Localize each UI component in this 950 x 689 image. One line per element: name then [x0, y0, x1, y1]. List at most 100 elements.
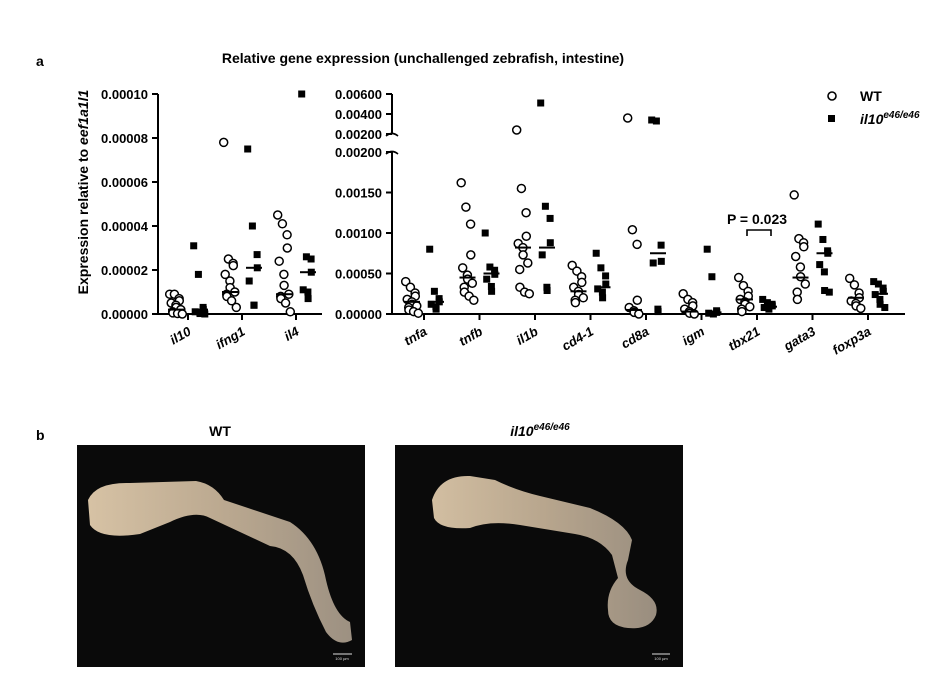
right-points [400, 99, 889, 319]
data-point-mutant [879, 287, 887, 295]
data-point-mutant [426, 245, 434, 253]
data-point-mutant [190, 242, 198, 250]
data-point-mutant [196, 310, 204, 318]
x-tick-label: il4 [281, 323, 302, 344]
data-point-mutant [709, 310, 717, 318]
data-point-mutant [299, 286, 307, 294]
data-point-mutant [599, 294, 607, 302]
data-point-wt [279, 280, 289, 291]
data-point-mutant [248, 222, 256, 230]
data-point-wt [228, 260, 239, 271]
data-point-mutant [870, 278, 878, 286]
data-point-wt [627, 225, 638, 235]
data-point-wt [466, 250, 476, 260]
x-tick-label: il1b [514, 324, 541, 348]
data-point-wt [461, 202, 471, 212]
data-point-wt [789, 190, 799, 200]
panel-a-title: Relative gene expression (unchallenged z… [222, 50, 624, 66]
legend-mutant-base: il10 [860, 111, 884, 127]
data-point-wt [799, 242, 809, 252]
data-point-mutant [592, 249, 600, 257]
data-point-mutant [491, 266, 499, 274]
photo-mutant: 100 µm [395, 445, 683, 667]
data-point-mutant [537, 99, 545, 107]
photo-wt-scale-text: 100 µm [335, 656, 349, 661]
data-point-wt [285, 307, 296, 317]
data-point-mutant [541, 202, 549, 210]
legend-mutant-sup: e46/e46 [883, 110, 920, 121]
data-point-mutant [654, 308, 662, 316]
intestine-wt-tissue [88, 481, 352, 643]
y-tick-label: 0.00600 [335, 87, 382, 102]
data-point-mutant [820, 268, 828, 276]
y-tick-label: 0.00200 [335, 145, 382, 160]
data-point-wt [511, 125, 522, 135]
data-point-wt [634, 309, 644, 319]
data-point-mutant [488, 287, 496, 295]
data-point-mutant [703, 245, 711, 253]
x-tick-label: igm [679, 323, 707, 348]
x-tick-label: il10 [167, 323, 194, 347]
data-point-wt [745, 301, 755, 312]
data-point-mutant [657, 241, 665, 249]
data-point-wt [220, 269, 230, 280]
data-point-mutant [602, 280, 610, 288]
data-point-wt [521, 208, 531, 218]
data-point-mutant [546, 214, 554, 222]
data-point-wt [514, 264, 525, 275]
y-tick-label: 0.00008 [101, 131, 148, 146]
data-point-wt [272, 210, 283, 220]
data-point-mutant [481, 229, 489, 237]
y-tick-label: 0.00000 [101, 307, 148, 322]
left-x-ticks: il10 ifng1 il4 [167, 314, 302, 352]
y-tick-label: 0.00000 [335, 307, 382, 322]
data-point-wt [856, 303, 866, 314]
legend-mutant-label: il10e46/e46 [860, 110, 920, 127]
y-axis-label-prefix: Expression relative to [75, 145, 91, 294]
data-point-wt [733, 272, 744, 283]
data-point-wt [849, 280, 860, 290]
y-axis-label-gene: eef1a1l1 [75, 89, 91, 144]
data-point-wt [790, 251, 801, 262]
photo-right-caption-base: il10 [510, 423, 534, 439]
data-point-mutant [250, 301, 258, 309]
data-point-mutant [874, 280, 882, 288]
y-tick-label: 0.00400 [335, 107, 382, 122]
data-point-mutant [881, 304, 889, 312]
data-point-mutant [298, 90, 306, 98]
data-point-wt [622, 113, 633, 123]
data-point-wt [518, 250, 528, 260]
data-point-mutant [486, 263, 494, 271]
data-point-mutant [304, 295, 312, 303]
data-point-wt [226, 296, 237, 306]
data-point-mutant [244, 145, 252, 153]
data-point-mutant [304, 288, 312, 296]
data-point-mutant [245, 277, 253, 285]
data-point-wt [457, 263, 468, 273]
y-tick-label: 0.00200 [335, 127, 382, 142]
data-point-wt [795, 262, 806, 272]
data-point-wt [465, 219, 476, 229]
y-tick-label: 0.00100 [335, 226, 382, 241]
legend-mutant-marker [828, 115, 835, 122]
data-point-wt [523, 258, 533, 268]
panel-b-label: b [36, 427, 45, 443]
data-point-mutant [649, 259, 657, 267]
x-tick-label: cd4-1 [559, 324, 596, 354]
p-value-bracket [746, 229, 772, 236]
photo-right-caption-sup: e46/e46 [534, 422, 571, 433]
data-point-wt [280, 298, 291, 308]
data-point-wt [578, 293, 589, 303]
data-point-wt [456, 178, 466, 188]
photo-wt-background [77, 445, 365, 667]
data-point-mutant [657, 257, 665, 265]
data-point-mutant [191, 308, 199, 316]
data-point-wt [231, 302, 242, 313]
data-point-mutant [543, 287, 551, 295]
data-point-wt [737, 306, 747, 317]
data-point-mutant [427, 300, 435, 308]
y-axis-label: Expression relative to eef1a1l1 [75, 89, 91, 294]
left-points [164, 90, 316, 319]
y-tick-label: 0.00150 [335, 186, 382, 201]
